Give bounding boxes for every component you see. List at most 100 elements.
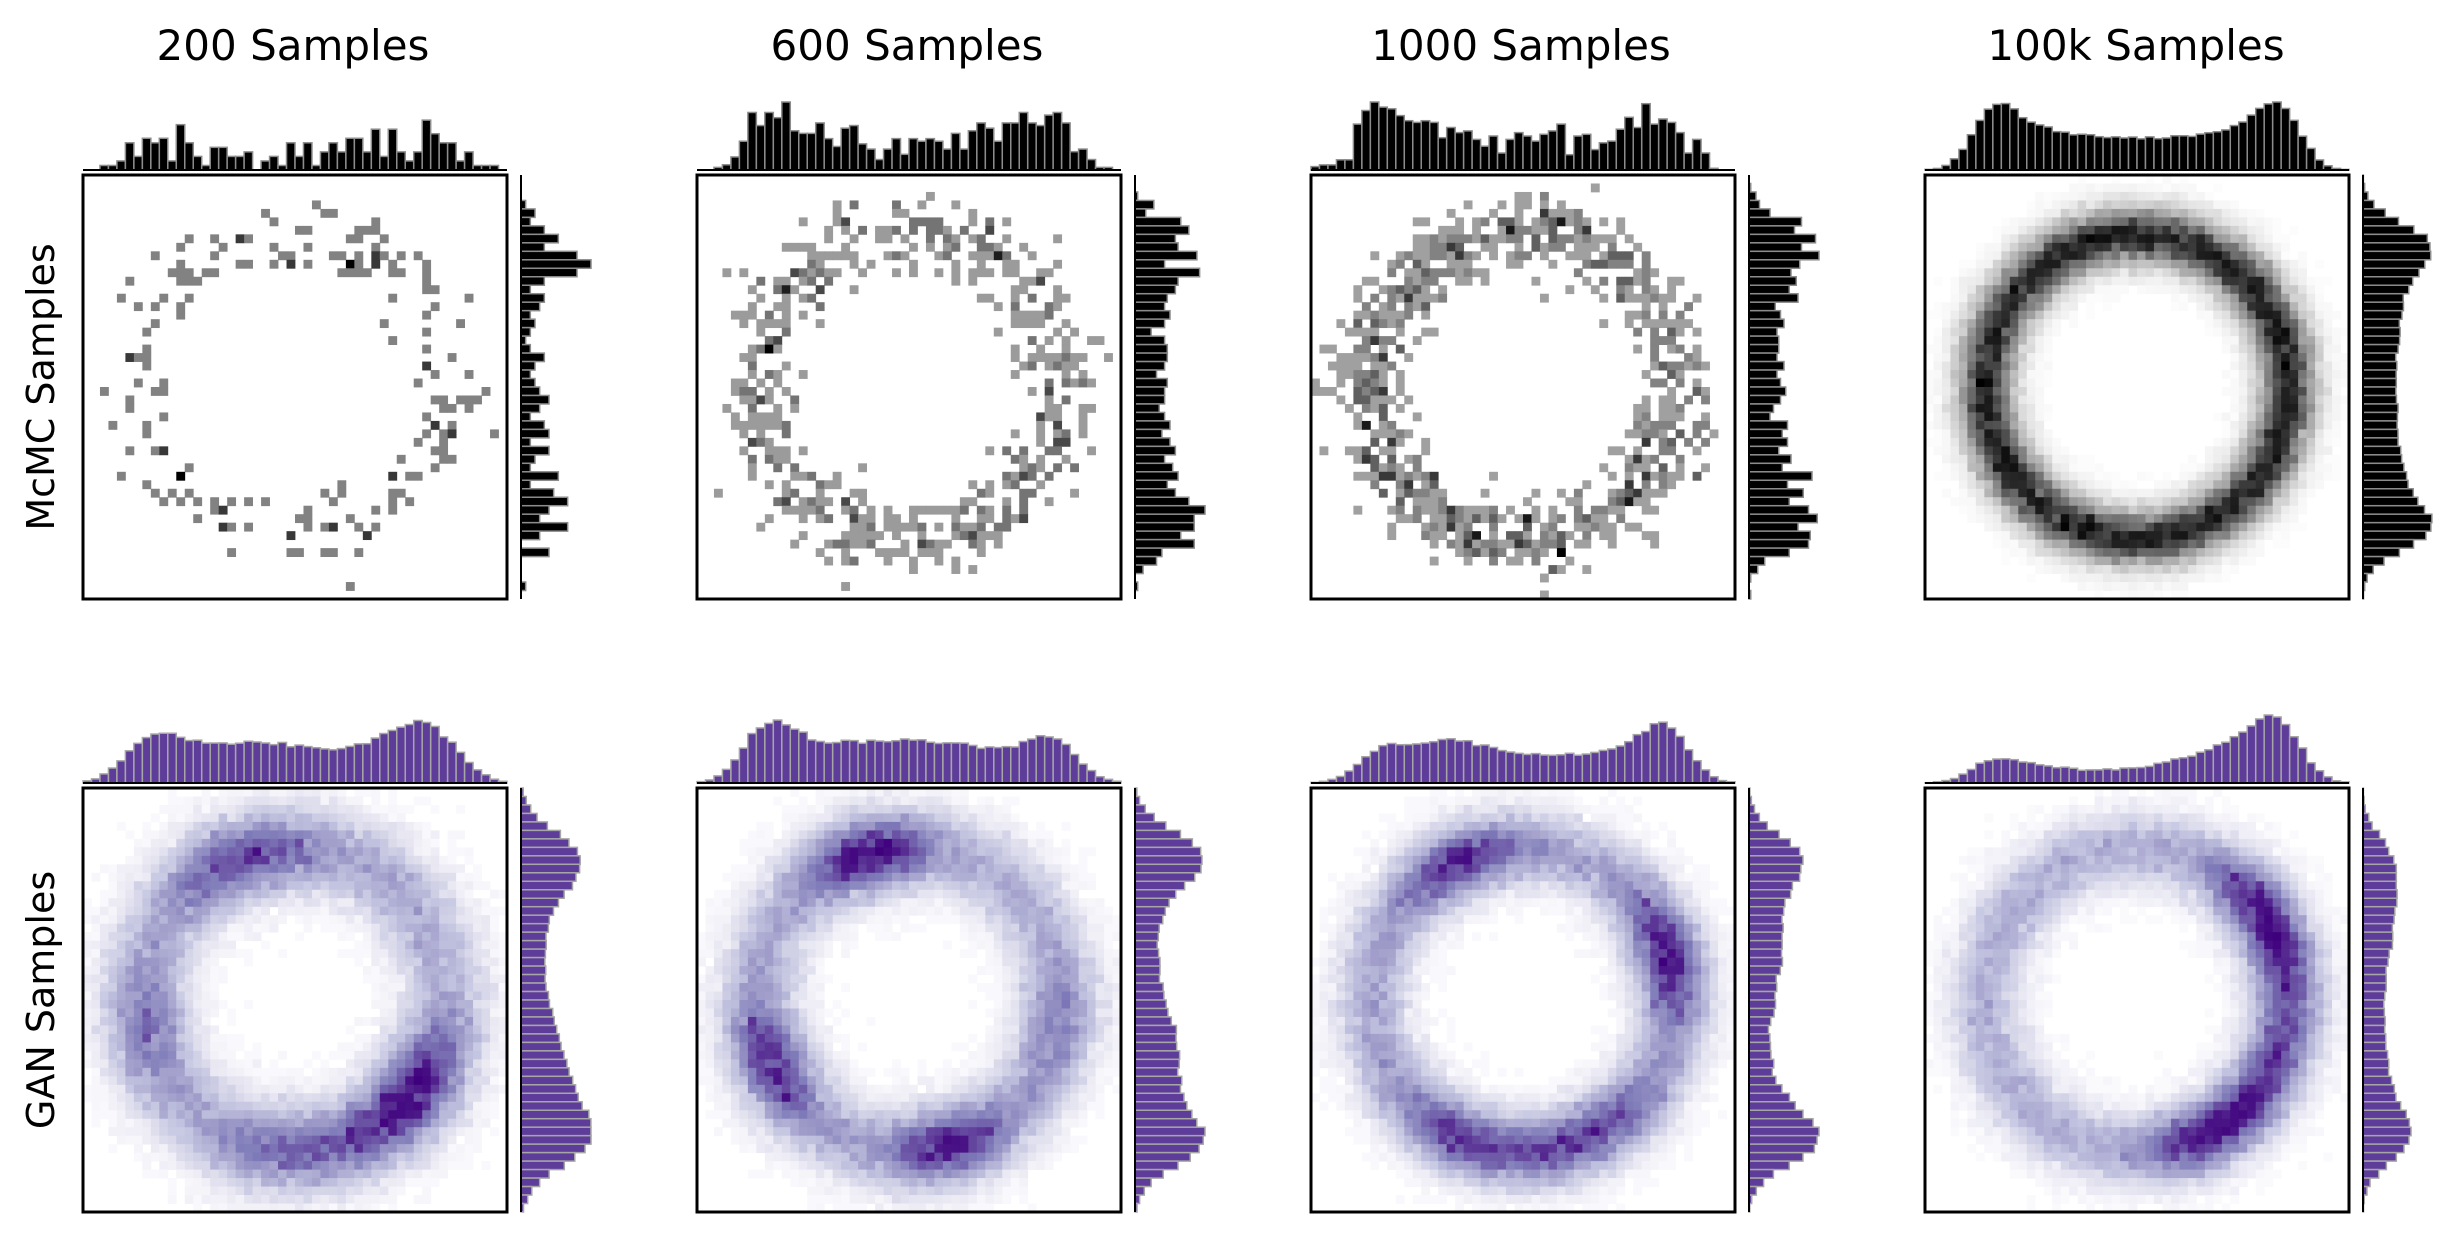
heatmap-cell	[328, 1076, 338, 1086]
heatmap-cell	[91, 1093, 101, 1103]
heatmap-cell	[269, 1059, 279, 1069]
heatmap-cell	[790, 403, 800, 413]
heatmap-cell	[227, 1110, 237, 1120]
heatmap-cell	[1624, 251, 1634, 261]
heatmap-cell	[2230, 234, 2240, 244]
heatmap-cell	[481, 923, 491, 933]
heatmap-cell	[2060, 471, 2070, 481]
heatmap-cell	[379, 1093, 389, 1103]
heatmap-cell	[1624, 454, 1634, 464]
heatmap-cell	[396, 991, 406, 1001]
right-histogram-bar	[520, 403, 541, 414]
right-histogram-bar	[1748, 386, 1787, 397]
heatmap-cell	[362, 268, 372, 278]
heatmap-cell	[1992, 395, 2002, 405]
heatmap-cell	[413, 1016, 423, 1026]
heatmap-cell	[2238, 387, 2248, 396]
heatmap-cell	[439, 446, 449, 456]
heatmap-cell	[150, 838, 160, 848]
right-histogram-bar	[1748, 233, 1817, 244]
heatmap-cell	[388, 471, 398, 481]
heatmap-cells	[713, 191, 1113, 591]
heatmap-cell	[1967, 488, 1977, 498]
heatmap-cell	[942, 539, 952, 549]
heatmap-cell	[388, 830, 398, 840]
panels	[81, 101, 2433, 1214]
top-histogram-bar	[1412, 121, 1422, 171]
heatmap-cell	[269, 1084, 279, 1094]
heatmap-cell	[388, 1093, 398, 1103]
heatmap-cell	[150, 1093, 160, 1103]
heatmap-cell	[1412, 497, 1422, 507]
heatmap-cell	[201, 788, 211, 797]
heatmap-cell	[184, 1161, 194, 1170]
heatmap-cell	[184, 872, 194, 882]
heatmap-cell	[841, 582, 851, 591]
heatmap-cell	[2264, 395, 2274, 405]
heatmap-cell	[2018, 293, 2028, 303]
heatmap-cell	[328, 898, 338, 908]
heatmap-cell	[2213, 319, 2223, 329]
heatmap-cell	[2272, 412, 2282, 422]
heatmap-cell	[2255, 488, 2265, 498]
heatmap-cell	[108, 957, 118, 967]
top-histogram-bar	[463, 151, 474, 171]
heatmap-cell	[1378, 361, 1388, 371]
heatmap-cell	[2255, 319, 2265, 329]
heatmap-cell	[252, 1093, 262, 1103]
heatmap-cell	[807, 259, 817, 269]
heatmap-cell	[159, 821, 169, 831]
heatmap-cell	[2340, 353, 2350, 362]
heatmap-cell	[773, 446, 783, 456]
heatmap-cell	[2221, 548, 2231, 557]
heatmap-cell	[345, 1076, 355, 1086]
heatmap-cell	[2145, 217, 2155, 227]
heatmap-cell	[1548, 234, 1558, 244]
heatmap-cell	[2001, 344, 2011, 354]
heatmap-cell	[142, 966, 152, 975]
heatmap-cell	[1514, 234, 1524, 244]
heatmap-cell	[405, 983, 415, 992]
heatmap-cell	[1984, 259, 1994, 269]
heatmap-cell	[2086, 302, 2095, 312]
heatmap-cell	[379, 889, 389, 899]
heatmap-cell	[2069, 471, 2079, 481]
heatmap-cell	[2298, 336, 2307, 345]
heatmap-cell	[303, 1093, 313, 1103]
heatmap-cell	[747, 437, 757, 447]
heatmap-cell	[1992, 285, 2002, 295]
heatmap-cell	[1684, 353, 1693, 362]
heatmap-cell	[1370, 454, 1380, 464]
top-histogram-bar	[2271, 101, 2282, 171]
heatmap-cell	[159, 1084, 169, 1094]
heatmap-cell	[396, 923, 406, 933]
heatmap-cell	[2179, 242, 2189, 252]
right-histogram-bar	[1134, 242, 1179, 253]
heatmap-cell	[2128, 242, 2138, 252]
heatmap-cell	[320, 830, 330, 840]
heatmap-cell	[2153, 268, 2163, 278]
heatmap-cell	[108, 1084, 118, 1094]
heatmap-cell	[456, 966, 465, 975]
heatmap-cell	[396, 983, 406, 992]
heatmap-cell	[490, 983, 499, 992]
heatmap-cell	[2298, 285, 2307, 295]
heatmap-cell	[1548, 208, 1558, 218]
heatmap-cell	[2162, 175, 2172, 184]
heatmap-cell	[218, 830, 228, 840]
heatmap-cell	[328, 821, 338, 831]
heatmap-cell	[303, 864, 313, 874]
heatmap-cell	[1370, 319, 1380, 329]
right-histogram-bar	[1748, 292, 1799, 303]
heatmap-cell	[83, 1059, 92, 1069]
heatmap-cell	[2052, 208, 2062, 218]
heatmap-cell	[1958, 446, 1968, 456]
heatmap-cell	[99, 1110, 109, 1120]
heatmap-cell	[99, 966, 109, 975]
top-histogram-bar	[1674, 131, 1685, 171]
heatmap-cell	[2077, 285, 2087, 295]
heatmap-cell	[1404, 454, 1414, 464]
heatmap-cell	[379, 983, 389, 992]
heatmap-cell	[150, 446, 160, 456]
heatmap-cell	[2221, 565, 2231, 574]
